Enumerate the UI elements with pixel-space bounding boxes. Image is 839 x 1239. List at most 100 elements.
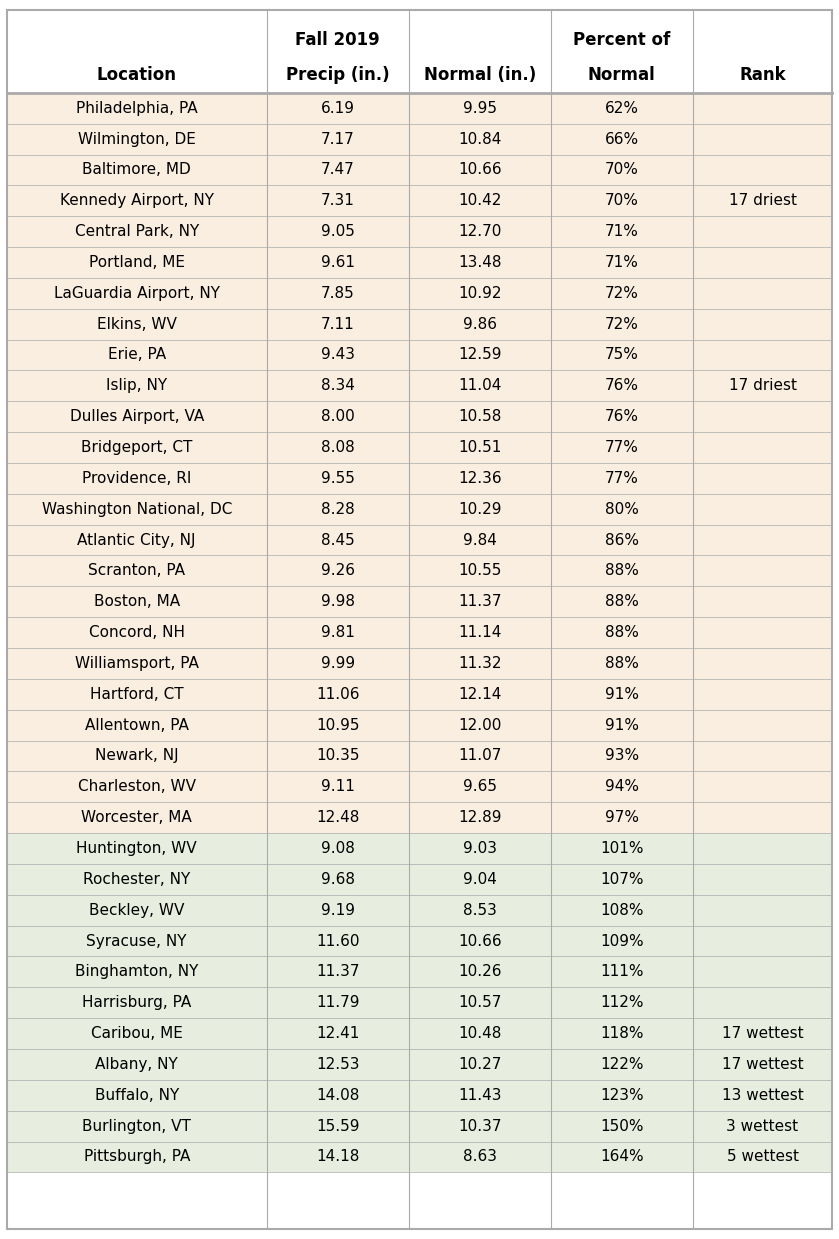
Text: Hartford, CT: Hartford, CT <box>90 686 184 701</box>
Text: Buffalo, NY: Buffalo, NY <box>95 1088 179 1103</box>
Text: 109%: 109% <box>600 933 644 949</box>
Text: 10.51: 10.51 <box>458 440 502 455</box>
Text: 8.45: 8.45 <box>320 533 355 548</box>
Text: 150%: 150% <box>600 1119 644 1134</box>
Text: 88%: 88% <box>605 564 638 579</box>
Text: 8.08: 8.08 <box>320 440 355 455</box>
Text: 108%: 108% <box>600 903 644 918</box>
Bar <box>7 1141 832 1172</box>
Text: Bridgeport, CT: Bridgeport, CT <box>81 440 192 455</box>
Bar <box>7 679 832 710</box>
Text: 12.53: 12.53 <box>316 1057 360 1072</box>
Text: Williamsport, PA: Williamsport, PA <box>75 655 199 672</box>
Bar <box>7 957 832 987</box>
Text: Percent of: Percent of <box>573 31 670 48</box>
Bar <box>7 216 832 247</box>
Text: 17 wettest: 17 wettest <box>722 1026 803 1041</box>
Text: Philadelphia, PA: Philadelphia, PA <box>76 100 197 115</box>
Text: 8.34: 8.34 <box>320 378 355 393</box>
Text: Normal (in.): Normal (in.) <box>424 66 536 83</box>
Text: 9.81: 9.81 <box>320 626 355 641</box>
Text: Wilmington, DE: Wilmington, DE <box>78 131 195 146</box>
Text: Precip (in.): Precip (in.) <box>286 66 389 83</box>
Text: 94%: 94% <box>605 779 638 794</box>
Bar <box>7 803 832 833</box>
Text: 70%: 70% <box>605 193 638 208</box>
Text: Normal: Normal <box>588 66 655 83</box>
Text: 75%: 75% <box>605 347 638 363</box>
Text: 101%: 101% <box>600 841 644 856</box>
Text: 10.66: 10.66 <box>458 933 502 949</box>
Text: 12.36: 12.36 <box>458 471 502 486</box>
Text: 70%: 70% <box>605 162 638 177</box>
Text: 12.70: 12.70 <box>458 224 502 239</box>
Bar <box>7 524 832 555</box>
Text: 12.89: 12.89 <box>458 810 502 825</box>
Text: 10.55: 10.55 <box>458 564 502 579</box>
Text: 88%: 88% <box>605 595 638 610</box>
Text: 10.37: 10.37 <box>458 1119 502 1134</box>
Text: Boston, MA: Boston, MA <box>94 595 180 610</box>
Text: 71%: 71% <box>605 255 638 270</box>
Text: 76%: 76% <box>605 378 638 393</box>
Text: 12.14: 12.14 <box>458 686 502 701</box>
Text: 10.26: 10.26 <box>458 964 502 979</box>
Text: 10.42: 10.42 <box>458 193 502 208</box>
Text: 7.11: 7.11 <box>320 317 355 332</box>
Text: 9.05: 9.05 <box>320 224 355 239</box>
Text: 15.59: 15.59 <box>316 1119 360 1134</box>
Bar <box>7 401 832 432</box>
Text: 9.68: 9.68 <box>320 872 355 887</box>
Text: 10.84: 10.84 <box>458 131 502 146</box>
Text: 7.85: 7.85 <box>320 286 355 301</box>
Text: 13.48: 13.48 <box>458 255 502 270</box>
Text: Erie, PA: Erie, PA <box>107 347 166 363</box>
Text: Syracuse, NY: Syracuse, NY <box>86 933 187 949</box>
Text: 11.37: 11.37 <box>458 595 502 610</box>
Text: 9.19: 9.19 <box>320 903 355 918</box>
Bar <box>7 278 832 309</box>
Text: 9.61: 9.61 <box>320 255 355 270</box>
Text: Albany, NY: Albany, NY <box>96 1057 178 1072</box>
Text: 107%: 107% <box>600 872 644 887</box>
Text: Central Park, NY: Central Park, NY <box>75 224 199 239</box>
Bar <box>7 772 832 803</box>
Text: 91%: 91% <box>605 717 638 732</box>
Bar <box>7 10 832 93</box>
Text: 9.55: 9.55 <box>320 471 355 486</box>
Text: 86%: 86% <box>605 533 638 548</box>
Text: Huntington, WV: Huntington, WV <box>76 841 197 856</box>
Text: 9.99: 9.99 <box>320 655 355 672</box>
Text: Charleston, WV: Charleston, WV <box>78 779 195 794</box>
Text: Dulles Airport, VA: Dulles Airport, VA <box>70 409 204 424</box>
Text: 6.19: 6.19 <box>320 100 355 115</box>
Text: 17 driest: 17 driest <box>728 378 796 393</box>
Text: 9.11: 9.11 <box>320 779 355 794</box>
Bar <box>7 833 832 864</box>
Text: 11.79: 11.79 <box>316 995 360 1010</box>
Text: 9.65: 9.65 <box>463 779 497 794</box>
Text: 77%: 77% <box>605 440 638 455</box>
Text: 10.48: 10.48 <box>458 1026 502 1041</box>
Text: Washington National, DC: Washington National, DC <box>42 502 232 517</box>
Text: Atlantic City, NJ: Atlantic City, NJ <box>77 533 196 548</box>
Text: 17 driest: 17 driest <box>728 193 796 208</box>
Text: 9.98: 9.98 <box>320 595 355 610</box>
Bar <box>7 648 832 679</box>
Text: Location: Location <box>96 66 177 83</box>
Text: Islip, NY: Islip, NY <box>107 378 167 393</box>
Text: 14.18: 14.18 <box>316 1150 359 1165</box>
Bar <box>7 987 832 1018</box>
Text: 10.29: 10.29 <box>458 502 502 517</box>
Text: 5 wettest: 5 wettest <box>727 1150 799 1165</box>
Text: Concord, NH: Concord, NH <box>89 626 185 641</box>
Text: Fall 2019: Fall 2019 <box>295 31 380 48</box>
Bar <box>7 463 832 494</box>
Text: Binghamton, NY: Binghamton, NY <box>75 964 199 979</box>
Bar <box>7 124 832 155</box>
Text: 12.48: 12.48 <box>316 810 359 825</box>
Text: 9.03: 9.03 <box>463 841 497 856</box>
Bar <box>7 895 832 926</box>
Text: 10.92: 10.92 <box>458 286 502 301</box>
Text: 9.08: 9.08 <box>320 841 355 856</box>
